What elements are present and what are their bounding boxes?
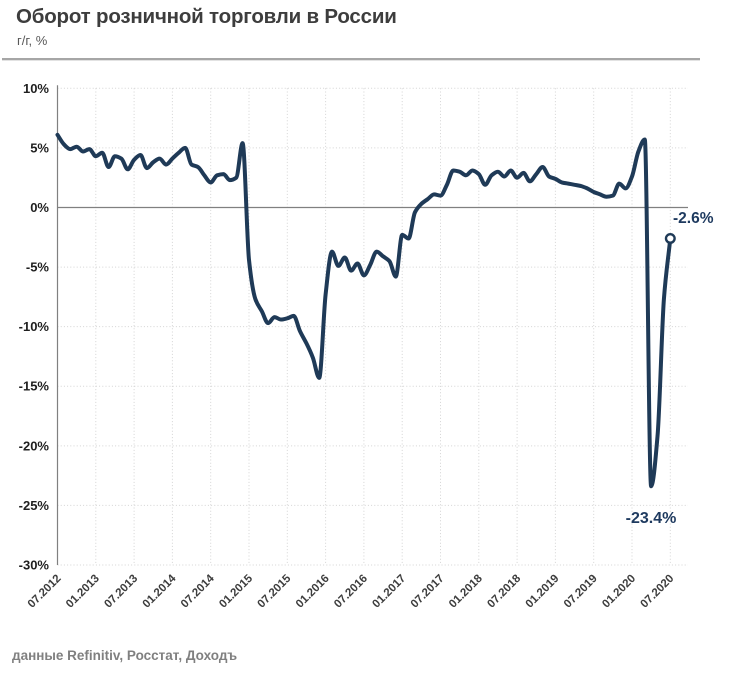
y-tick-label: -5% (26, 260, 50, 275)
x-tick-label: 07.2018 (485, 572, 523, 610)
x-tick-label: 01.2019 (524, 573, 562, 611)
x-tick-label: 01.2013 (64, 573, 102, 611)
x-tick-label: 07.2014 (179, 572, 217, 610)
x-tick-label: 07.2020 (639, 573, 677, 611)
y-tick-label: 0% (30, 200, 49, 215)
header-divider (2, 58, 700, 61)
y-tick-label: 5% (30, 140, 49, 155)
y-tick-label: -10% (19, 319, 50, 334)
y-tick-label: -30% (19, 558, 50, 573)
annotation-min-value: -23.4% (625, 510, 677, 527)
x-tick-label: 01.2017 (370, 573, 408, 611)
x-tick-label: 01.2016 (294, 573, 332, 611)
chart-title: Оборот розничной торговли в России (16, 5, 397, 28)
y-tick-label: -20% (19, 438, 50, 453)
x-tick-label: 07.2012 (26, 573, 64, 611)
x-tick-label: 01.2020 (600, 573, 638, 611)
x-tick-label: 07.2016 (332, 573, 370, 611)
x-tick-label: 01.2014 (141, 572, 179, 610)
source-note: данные Refinitiv, Росстат, Доходъ (12, 648, 238, 663)
x-tick-label: 01.2015 (217, 572, 255, 610)
x-tick-label: 07.2019 (562, 573, 600, 611)
x-tick-label: 07.2013 (102, 573, 140, 611)
y-tick-label: -15% (19, 379, 50, 394)
x-tick-label: 07.2017 (409, 573, 447, 611)
y-tick-label: 10% (23, 81, 49, 96)
chart-subtitle: г/г, % (17, 33, 48, 48)
y-tick-label: -25% (19, 498, 50, 513)
last-point-marker (664, 232, 676, 244)
x-tick-label: 01.2018 (447, 572, 485, 610)
series-line (55, 132, 673, 489)
x-tick-label: 07.2015 (256, 572, 294, 610)
annotation-last-value: -2.6% (673, 210, 714, 227)
